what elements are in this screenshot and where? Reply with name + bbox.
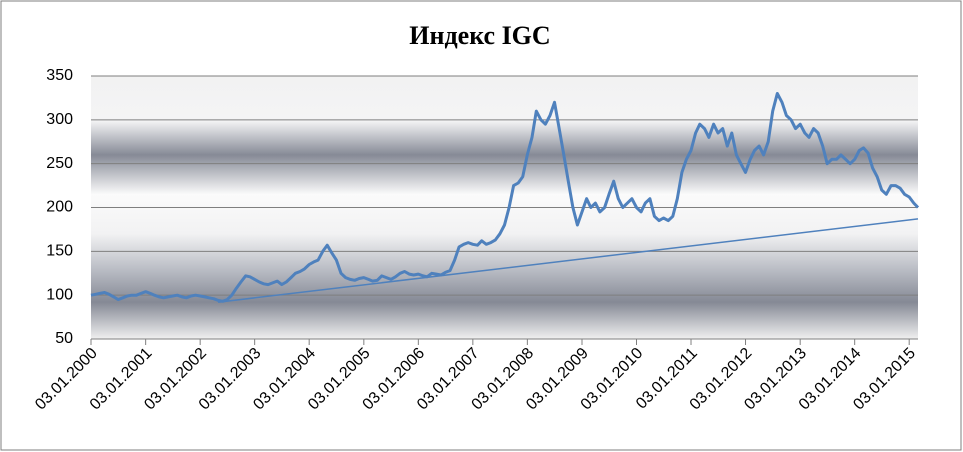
trendline xyxy=(218,218,919,303)
series-line xyxy=(90,92,920,303)
chart-title: Индекс IGC xyxy=(409,21,550,50)
y-tick-label: 50 xyxy=(55,330,73,347)
y-tick-label: 150 xyxy=(46,243,73,260)
y-tick-label: 350 xyxy=(46,67,73,84)
y-tick-label: 250 xyxy=(46,155,73,172)
y-tick-label: 200 xyxy=(46,199,73,216)
y-tick-label: 100 xyxy=(46,286,73,303)
y-tick-label: 300 xyxy=(46,111,73,128)
